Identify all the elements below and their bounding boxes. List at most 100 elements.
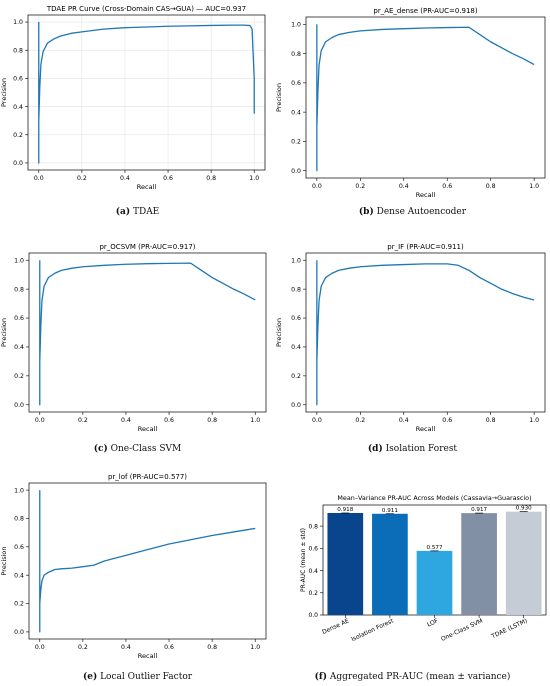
x-axis-label: Recall — [416, 191, 436, 199]
y-tick-label: 0.8 — [308, 523, 318, 530]
y-tick-label: 0.2 — [13, 132, 23, 139]
x-tick-label: 0.2 — [78, 644, 88, 651]
chart-title: pr_OCSVM (PR-AUC=0.917) — [99, 243, 195, 251]
caption-text: Local Outlier Factor — [100, 672, 193, 682]
pr-chart-ocsvm: 0.0 0.2 0.4 0.6 0.8 1.0 0.0 0.2 0.4 0.6 0.8 1.0 pr_O… — [0, 243, 267, 433]
x-tick-label: 0.6 — [163, 175, 173, 182]
bar — [505, 511, 542, 615]
y-tick-label: 0.0 — [13, 160, 23, 167]
y-tick-label: 0.2 — [291, 373, 301, 380]
y-tick-label: 0.2 — [308, 590, 318, 597]
x-tick-label: 0.0 — [35, 417, 45, 424]
y-axis-label: PR-AUC (mean ± std) — [300, 528, 307, 592]
y-tick-label: 0.2 — [14, 601, 24, 608]
plot-frame — [28, 252, 267, 413]
y-tick-label: 0.4 — [291, 109, 301, 116]
y-tick-label: 0.6 — [13, 76, 23, 83]
x-tick-label: 0.2 — [355, 183, 365, 190]
caption-letter: (d) — [367, 444, 383, 454]
y-tick-label: 0.8 — [291, 286, 301, 293]
y-tick-label: 0.2 — [14, 373, 24, 380]
y-tick-label: 0.6 — [14, 544, 24, 551]
x-axis-label: Recall — [138, 652, 158, 660]
x-tick-label: 0.0 — [312, 417, 322, 424]
caption-if: (d) Isolation Forest — [275, 444, 550, 454]
caption-letter: (f) — [314, 672, 327, 682]
y-tick-label: 0.8 — [14, 516, 24, 523]
x-tick-label: 1.0 — [250, 417, 260, 424]
bar-value-label: 0.917 — [471, 507, 487, 513]
y-axis-label: Precision — [0, 546, 8, 575]
y-tick-label: 0.4 — [291, 344, 301, 351]
y-tick-label: 0.0 — [291, 402, 301, 409]
caption-letter: (b) — [358, 207, 374, 217]
bar-value-label: 0.911 — [382, 508, 398, 514]
x-tick-label: 0.6 — [164, 644, 174, 651]
chart-panel-aggregate: 0.0 0.2 0.4 0.6 0.8 0.918 Dense AE 0.911 Isolati… — [275, 465, 550, 686]
y-tick-label: 1.0 — [291, 257, 301, 264]
pr-chart-ae: 0.0 0.2 0.4 0.6 0.8 1.0 0.0 0.2 0.4 0.6 0.8 1.0 pr_A… — [275, 7, 546, 199]
x-tick-label: 0.0 — [35, 644, 45, 651]
y-tick-label: 0.4 — [13, 104, 23, 111]
plot-frame — [27, 14, 266, 171]
pr-curve-line — [38, 22, 255, 164]
pr-curve-line — [316, 24, 535, 172]
caption-text: Aggregated PR-AUC (mean ± variance) — [329, 672, 511, 682]
chart-title: Mean–Variance PR-AUC Across Models (Cass… — [337, 494, 531, 502]
x-tick-label: 0.4 — [399, 183, 409, 190]
chart-panel-lof: 0.0 0.2 0.4 0.6 0.8 1.0 0.0 0.2 0.4 0.6 0.8 1.0 pr_l… — [0, 465, 275, 686]
y-tick-label: 0.4 — [14, 572, 24, 579]
bar — [461, 513, 497, 615]
y-tick-label: 0.0 — [14, 402, 24, 409]
x-axis-label: Recall — [138, 425, 158, 433]
y-tick-label: 0.8 — [14, 286, 24, 293]
chart-title: pr_AE_dense (PR-AUC=0.918) — [373, 7, 478, 15]
y-tick-label: 0.0 — [308, 612, 318, 619]
x-tick-label: Isolation Forest — [350, 617, 395, 643]
y-tick-label: 0.6 — [291, 80, 301, 87]
caption-text: One-Class SVM — [110, 444, 182, 454]
x-tick-label: 0.4 — [399, 417, 409, 424]
y-axis-label: Precision — [275, 83, 283, 112]
x-axis-label: Recall — [416, 425, 436, 433]
chart-panel-ocsvm: 0.0 0.2 0.4 0.6 0.8 1.0 0.0 0.2 0.4 0.6 0.8 1.0 pr_O… — [0, 232, 275, 460]
caption-letter: (a) — [115, 207, 131, 217]
y-tick-label: 0.0 — [291, 168, 301, 175]
x-axis-label: Recall — [137, 183, 157, 191]
x-tick-label: 1.0 — [529, 417, 539, 424]
x-tick-label: 0.8 — [206, 175, 216, 182]
bar — [327, 513, 364, 615]
caption-lof: (e) Local Outlier Factor — [0, 672, 275, 682]
x-tick-label: One-Class SVM — [440, 617, 484, 642]
pr-curve-line — [39, 260, 256, 406]
caption-letter: (e) — [82, 672, 98, 682]
x-tick-label: 0.6 — [164, 417, 174, 424]
y-tick-label: 1.0 — [14, 257, 24, 264]
y-axis-label: Precision — [0, 78, 8, 107]
y-tick-label: 0.0 — [14, 629, 24, 636]
y-tick-label: 1.0 — [291, 22, 301, 29]
bar-value-label: 0.930 — [516, 506, 532, 512]
x-tick-label: 0.0 — [312, 183, 322, 190]
y-tick-label: 0.6 — [14, 315, 24, 322]
caption-text: Isolation Forest — [385, 444, 458, 454]
chart-panel-if: 0.0 0.2 0.4 0.6 0.8 1.0 0.0 0.2 0.4 0.6 0.8 1.0 pr_I… — [275, 232, 550, 460]
caption-ae: (b) Dense Autoencoder — [275, 207, 550, 217]
bar — [416, 550, 453, 615]
pr-curve-line — [39, 490, 256, 633]
plot-frame — [305, 252, 546, 413]
chart-title: TDAE PR Curve (Cross-Domain CAS→GUA) — A… — [46, 5, 246, 13]
pr-curve-line — [316, 260, 535, 406]
x-tick-label: 0.4 — [121, 644, 131, 651]
y-tick-label: 1.0 — [13, 19, 23, 26]
caption-text: TDAE — [132, 207, 160, 217]
x-tick-label: 0.4 — [121, 417, 131, 424]
bar — [372, 513, 408, 615]
pr-chart-if: 0.0 0.2 0.4 0.6 0.8 1.0 0.0 0.2 0.4 0.6 0.8 1.0 pr_I… — [275, 243, 546, 433]
y-tick-label: 0.6 — [308, 546, 318, 553]
chart-title: pr_IF (PR-AUC=0.911) — [387, 243, 464, 251]
x-tick-label: 0.8 — [486, 417, 496, 424]
x-tick-label: 0.0 — [34, 175, 44, 182]
y-axis-label: Precision — [0, 318, 8, 347]
x-tick-label: Dense AE — [321, 617, 350, 636]
